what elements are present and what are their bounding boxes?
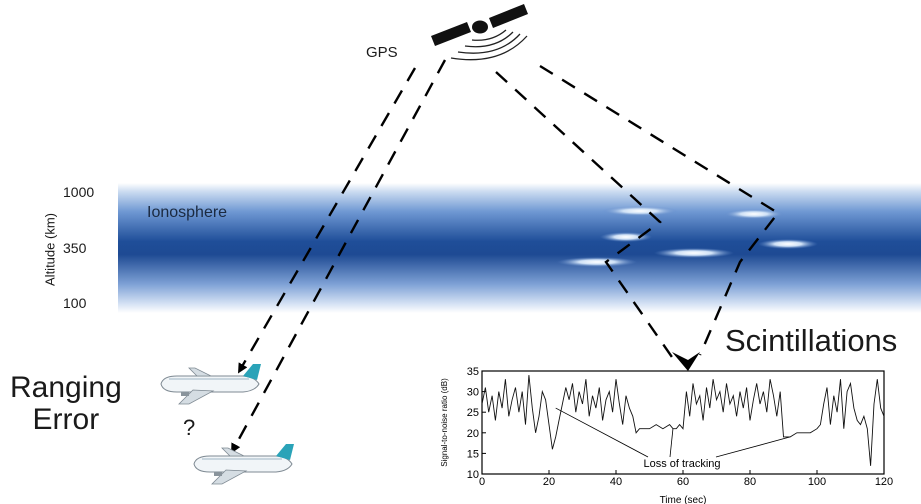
altitude-tick-1000: 1000 [63,184,95,200]
irregularity-blob [758,239,818,249]
chart-y-axis-label: Signal-to-noise ratio (dB) [440,378,449,467]
signal-path-scintillation-1 [495,71,675,361]
chart-x-tick-label: 60 [677,476,689,488]
signal-path-to-plane-2 [231,59,447,454]
scintillation-arrow-icon [672,352,700,371]
chart-x-tick-label: 80 [744,476,756,488]
airplane-icon [193,444,294,485]
chart-x-tick-label: 120 [875,476,893,488]
signal-paths [231,59,780,454]
signal-path-to-plane-1 [237,67,417,374]
chart-x-axis-label: Time (sec) [660,495,707,504]
ranging-error-label: Ranging Error [10,371,122,436]
airplane-icon [160,364,261,405]
chart-annotation-leader [555,407,649,458]
chart-annotation-leader [669,428,674,458]
altitude-axis-title: Altitude (km) [42,213,58,286]
chart-y-tick-label: 25 [467,407,479,419]
chart-x-tick-label: 0 [479,476,485,488]
chart-y-tick-label: 10 [467,469,479,481]
gps-label: GPS [366,44,398,61]
chart-annotation-text: Loss of tracking [643,458,720,470]
ionosphere-label: Ionosphere [147,204,228,221]
chart-y-tick-label: 30 [467,387,479,399]
snr-chart: 0 20 40 60 80 100 120 10 15 20 25 30 35 Time (sec) Sig… [440,366,893,504]
signal-path-scintillation-2 [539,64,780,356]
irregularity-blob [724,209,784,219]
question-mark: ? [183,415,196,440]
irregularity-blob [600,232,652,242]
irregularity-blob [557,257,637,267]
chart-x-tick-label: 20 [543,476,555,488]
chart-annotation-leader [715,436,791,458]
irregularity-blob [602,206,678,216]
gps-satellite-icon [431,4,528,61]
chart-y-tick-label: 35 [467,366,479,378]
chart-annotation-loss-of-tracking: Loss of tracking [555,407,791,470]
irregularity-blob [654,248,734,258]
chart-x-tick-label: 40 [610,476,622,488]
chart-series-snr [481,375,885,466]
ionosphere-irregularities [557,206,818,267]
chart-y-tick-label: 15 [467,448,479,460]
altitude-tick-350: 350 [63,240,87,256]
altitude-tick-100: 100 [63,295,87,311]
scintillations-label: Scintillations [725,323,898,358]
chart-x-tick-label: 100 [808,476,826,488]
chart-y-tick-label: 20 [467,428,479,440]
